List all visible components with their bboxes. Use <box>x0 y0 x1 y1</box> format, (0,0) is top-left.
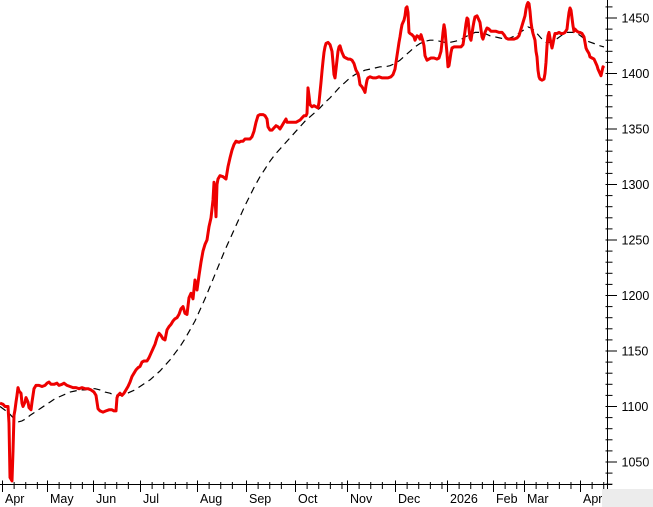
x-axis-label: Mar <box>527 492 549 506</box>
y-axis-label: 1300 <box>622 178 650 192</box>
x-axis-label: Feb <box>496 492 518 506</box>
y-axis-label: 1450 <box>622 12 650 26</box>
x-axis-label: Apr <box>5 492 24 506</box>
x-axis-label: Oct <box>298 492 318 506</box>
y-axis-label: 1100 <box>622 400 649 414</box>
y-axis-label: 1400 <box>622 67 650 81</box>
x-axis-label: Sep <box>249 492 271 506</box>
x-axis-label: Aug <box>200 492 222 506</box>
x-axis-label: Nov <box>350 492 373 506</box>
moving-average-line[interactable] <box>0 26 605 423</box>
y-axis-label: 1150 <box>622 345 649 359</box>
price-line[interactable] <box>0 1 606 483</box>
y-axis-label: 1250 <box>622 234 650 248</box>
x-axis-label: Jul <box>143 492 159 506</box>
y-axis-label: 1050 <box>622 456 650 470</box>
x-axis-label: Apr <box>583 492 602 506</box>
corner-gutter <box>602 489 653 507</box>
x-axis-label: May <box>50 492 74 506</box>
x-axis-label: 2026 <box>450 492 478 506</box>
x-axis-label: Jun <box>96 492 116 506</box>
x-axis-label: Dec <box>398 492 420 506</box>
y-axis-label: 1350 <box>622 123 650 137</box>
y-axis-label: 1200 <box>622 289 650 303</box>
